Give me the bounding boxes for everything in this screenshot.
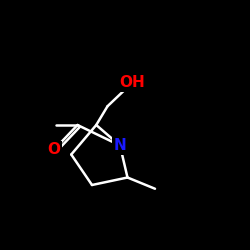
- Text: N: N: [114, 138, 126, 153]
- Text: OH: OH: [120, 75, 146, 90]
- Text: O: O: [47, 142, 60, 158]
